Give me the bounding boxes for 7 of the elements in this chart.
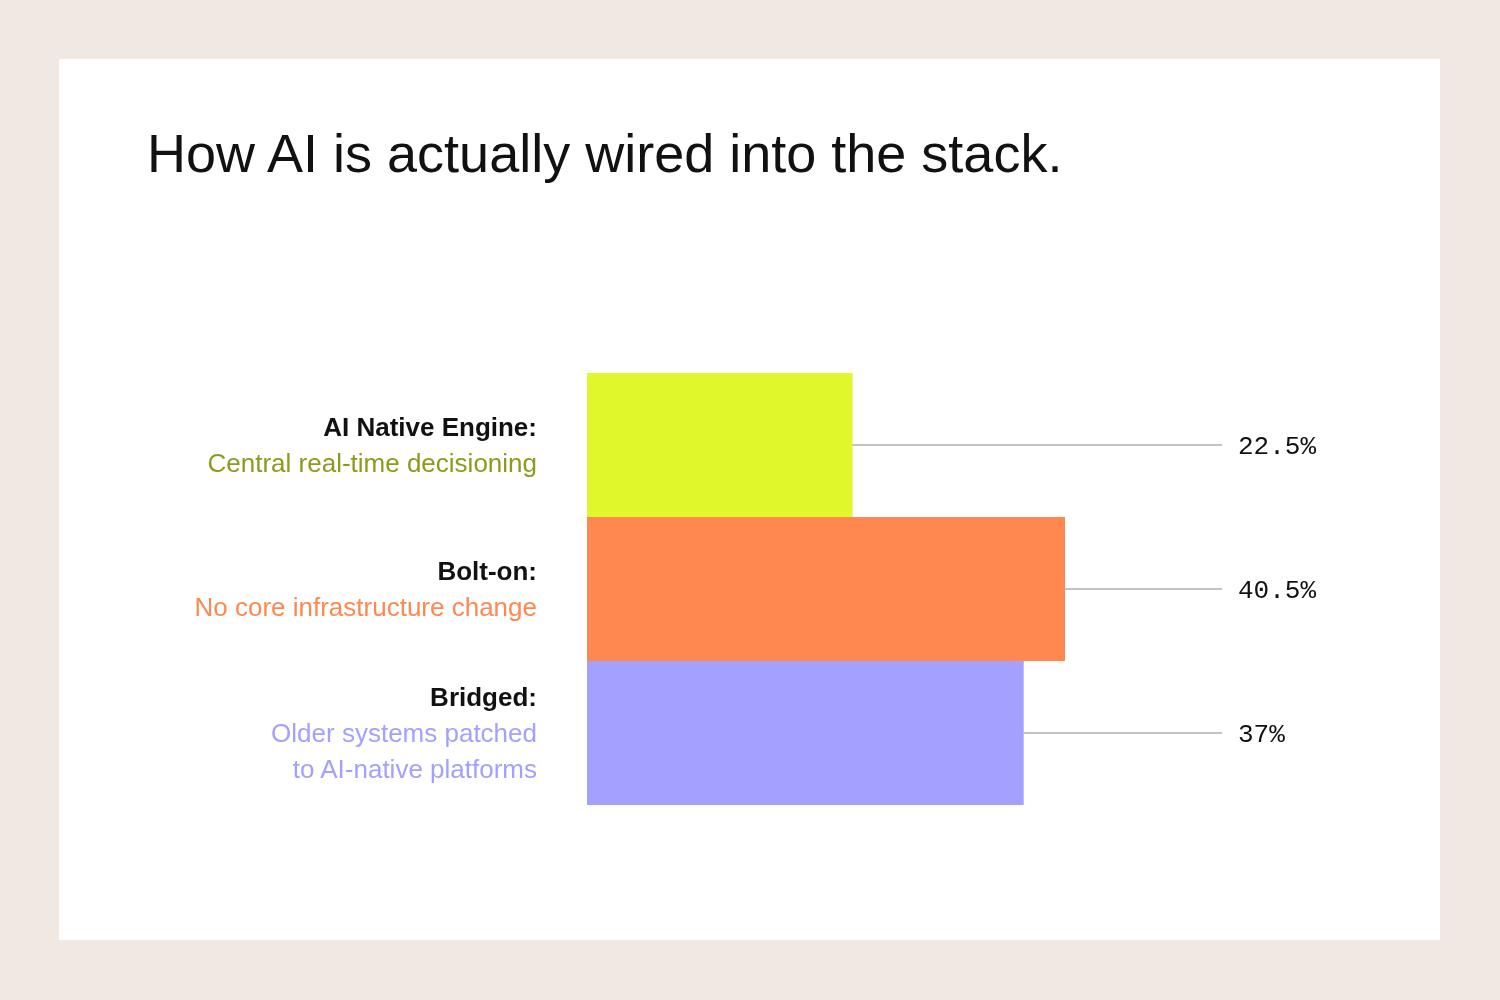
data-label: 37% [1238, 720, 1286, 750]
chart-title: How AI is actually wired into the stack. [147, 123, 1063, 183]
y-tick-label: Bridged: Older systems patched to AI-native platforms [271, 682, 537, 784]
data-label: 40.5% [1238, 576, 1317, 606]
data-label: 22.5% [1238, 432, 1317, 462]
y-tick-label: Bolt-on: No core infrastructure change [194, 556, 537, 622]
y-tick-label: AI Native Engine: Central real-time decisioning [207, 412, 537, 478]
